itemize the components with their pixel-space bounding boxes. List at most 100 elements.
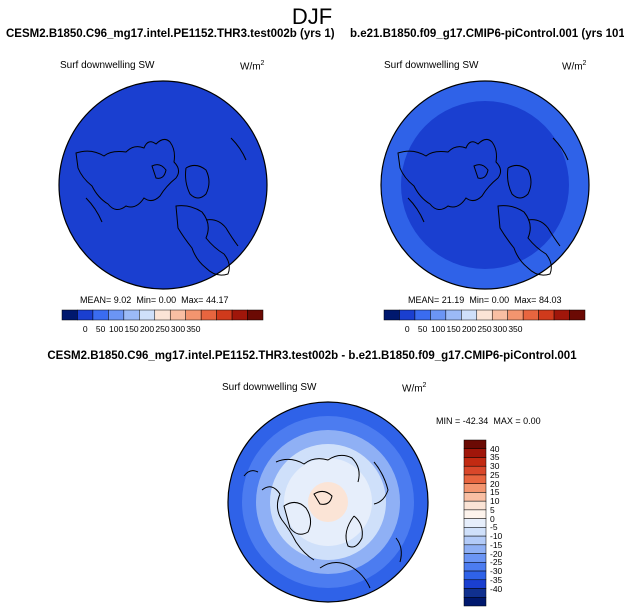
right-colorbar-boxes [383,309,586,321]
left-colorbar-tick-label: 150 [124,324,138,334]
left-colorbar: 0 50 100 150 200 250 300 350 [61,309,264,334]
left-colorbar-box [200,309,217,321]
diff-colorbar-tick-label: 30 [490,461,500,472]
right-colorbar-box [445,309,462,321]
diff-colorbar-tick-label: 5 [490,504,495,515]
diff-max: 0.00 [523,416,541,426]
diff-units: W/m2 [402,382,427,395]
diff-colorbar-box [463,597,487,607]
left-map-disk [58,80,268,290]
left-colorbar-box [169,309,186,321]
diff-colorbar-box [463,535,487,546]
left-colorbar-tick-label: 300 [171,324,185,334]
left-colorbar-box [77,309,94,321]
left-colorbar-box [216,309,233,321]
diff-colorbar-tick-label: 35 [490,452,500,463]
diff-colorbar-box [463,544,487,554]
left-run-label: CESM2.B1850.C96_mg17.intel.PE1152.THR3.t… [6,28,335,40]
diff-colorbar-tick-label: -40 [490,583,503,594]
diff-colorbar-box [463,579,487,589]
left-map [58,80,268,290]
left-stats: MEAN= 9.02 Min= 0.00 Max= 44.17 [80,295,229,305]
diff-colorbar-box [463,509,487,519]
diff-map [227,401,429,603]
left-variable-label: Surf downwelling SW [60,60,155,71]
left-min: 0.00 [158,295,177,305]
left-colorbar-box [154,309,171,321]
diff-colorbar-box [463,439,487,449]
diff-colorbar-tick-label: -35 [490,574,503,585]
right-variable-label: Surf downwelling SW [384,60,479,71]
right-colorbar-box [414,309,431,321]
right-map [380,80,590,290]
diff-min: -42.34 [462,416,489,426]
diff-colorbar-box [463,457,487,467]
right-colorbar-tick-label: 100 [431,324,445,334]
right-colorbar-tick-label: 300 [493,324,507,334]
left-colorbar-box [231,309,248,321]
left-colorbar-tick-label: 200 [140,324,154,334]
diff-colorbar-box [463,527,487,537]
diff-colorbar-box [463,483,487,493]
diff-coastlines [243,454,402,589]
left-colorbar-box [185,309,202,321]
right-colorbar-box [461,309,478,321]
left-colorbar-labels: 0 50 100 150 200 250 300 350 [83,324,201,334]
diff-run-label: CESM2.B1850.C96_mg17.intel.PE1152.THR3.t… [47,350,577,362]
right-colorbar-tick-label: 350 [508,324,522,334]
diff-colorbar-labels: 40 35 30 25 20 15 10 5 0 -5 -10 -15 -20 -25 -30 -35 -40 [490,438,530,608]
diff-colorbar-box [463,492,487,502]
right-colorbar-box [522,309,539,321]
figure-title: DJF [291,4,333,29]
diff-colorbar-tick-label: -10 [490,531,503,542]
left-colorbar-box [123,309,140,321]
diff-colorbar-box [463,588,487,598]
diff-colorbar-box [463,562,487,572]
diff-colorbar-box [463,553,487,563]
right-min: 0.00 [491,295,510,305]
right-units: W/m2 [562,60,587,73]
right-colorbar-tick-label: 150 [446,324,460,334]
diff-colorbar-tick-label: 10 [490,496,500,507]
diff-colorbar-box [463,465,487,476]
right-colorbar-tick-label: 200 [462,324,476,334]
diff-colorbar-tick-label: -20 [490,548,503,559]
left-coastlines [75,137,247,276]
left-colorbar-tick-label: 350 [186,324,200,334]
diff-colorbar-tick-label: -30 [490,566,503,577]
right-colorbar-tick-label: 50 [418,324,428,334]
right-colorbar-box [430,309,447,321]
right-colorbar-box [569,309,586,321]
diff-colorbar-tick-label: -5 [490,522,498,533]
right-colorbar-box [507,309,524,321]
left-colorbar-tick-label: 0 [83,324,88,334]
diff-colorbar-box [463,500,487,511]
diff-colorbar-tick-label: 0 [490,513,495,524]
right-colorbar-box [553,309,570,321]
right-colorbar-box [538,309,555,321]
left-colorbar-box [139,309,156,321]
diff-colorbar [463,439,487,607]
diff-colorbar-tick-label: 20 [490,478,500,489]
diff-colorbar-boxes [463,439,487,607]
right-colorbar-box [491,309,508,321]
left-mean: 9.02 [113,295,132,305]
left-max: 44.17 [205,295,229,305]
right-colorbar: 0 50 100 150 200 250 300 350 [383,309,586,334]
right-map-disk-inner [401,101,569,269]
left-colorbar-boxes [61,309,264,321]
left-colorbar-tick-label: 50 [96,324,106,334]
right-colorbar-box [383,309,400,321]
right-colorbar-tick-label: 0 [405,324,410,334]
diff-colorbar-tick-label: -25 [490,557,503,568]
left-colorbar-box [247,309,264,321]
left-colorbar-tick-label: 100 [109,324,123,334]
left-units: W/m2 [240,60,265,73]
right-max: 84.03 [538,295,562,305]
right-stats: MEAN= 21.19 Min= 0.00 Max= 84.03 [408,295,562,305]
diff-colorbar-tick-label: 25 [490,469,500,480]
left-colorbar-box [92,309,109,321]
diff-colorbar-box [463,474,487,484]
right-colorbar-labels: 0 50 100 150 200 250 300 350 [405,324,523,334]
diff-colorbar-tick-label: 15 [490,487,500,498]
